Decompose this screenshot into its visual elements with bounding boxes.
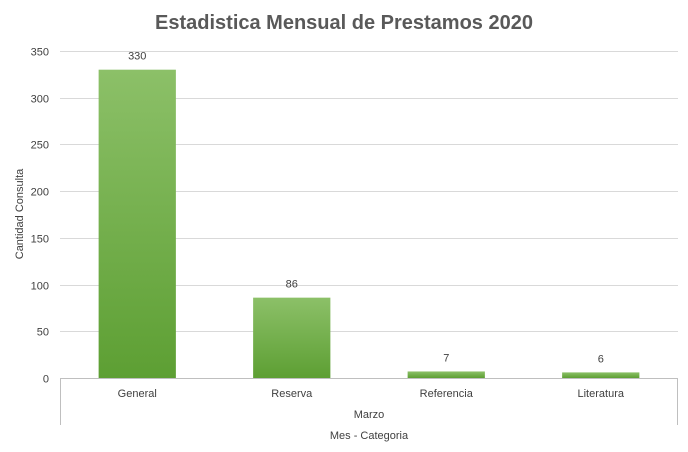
data-labels: 330 86 7 6 xyxy=(128,51,604,366)
bar-reserva xyxy=(253,297,331,378)
y-tick-labels: 0 50 100 150 200 250 300 350 xyxy=(31,47,49,386)
category-labels: General Reserva Referencia Literatura xyxy=(118,388,625,400)
category-label: Literatura xyxy=(578,388,625,400)
y-tick-label: 250 xyxy=(31,140,49,152)
data-label: 330 xyxy=(128,51,146,63)
y-tick-label: 150 xyxy=(31,234,49,246)
chart-title: Estadistica Mensual de Prestamos 2020 xyxy=(155,12,533,34)
data-label: 7 xyxy=(443,352,449,364)
y-tick-label: 0 xyxy=(43,374,49,386)
y-tick-label: 100 xyxy=(31,281,49,293)
category-label: Reserva xyxy=(271,388,313,400)
category-label: Referencia xyxy=(420,388,474,400)
bar-literatura xyxy=(562,372,640,378)
bar-general xyxy=(98,69,176,378)
x-axis-title: Mes - Categoria xyxy=(330,430,409,442)
y-tick-label: 200 xyxy=(31,187,49,199)
y-tick-label: 50 xyxy=(37,327,49,339)
x-axis-frame xyxy=(60,378,678,425)
bars xyxy=(98,69,640,378)
data-label: 86 xyxy=(286,279,298,291)
group-label: Marzo xyxy=(354,409,385,421)
y-tick-label: 300 xyxy=(31,94,49,106)
y-axis-title: Cantidad Consulta xyxy=(14,168,26,259)
data-label: 6 xyxy=(598,353,604,365)
bar-referencia xyxy=(407,371,485,378)
category-label: General xyxy=(118,388,157,400)
y-tick-label: 350 xyxy=(31,47,49,59)
